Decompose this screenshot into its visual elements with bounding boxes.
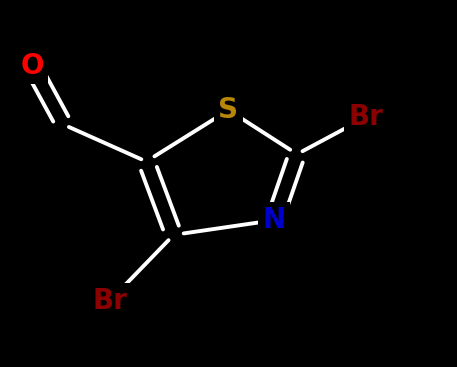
Text: S: S xyxy=(218,96,239,124)
Text: N: N xyxy=(263,206,286,234)
Text: O: O xyxy=(20,52,44,80)
Text: Br: Br xyxy=(348,103,383,131)
Text: Br: Br xyxy=(92,287,127,315)
